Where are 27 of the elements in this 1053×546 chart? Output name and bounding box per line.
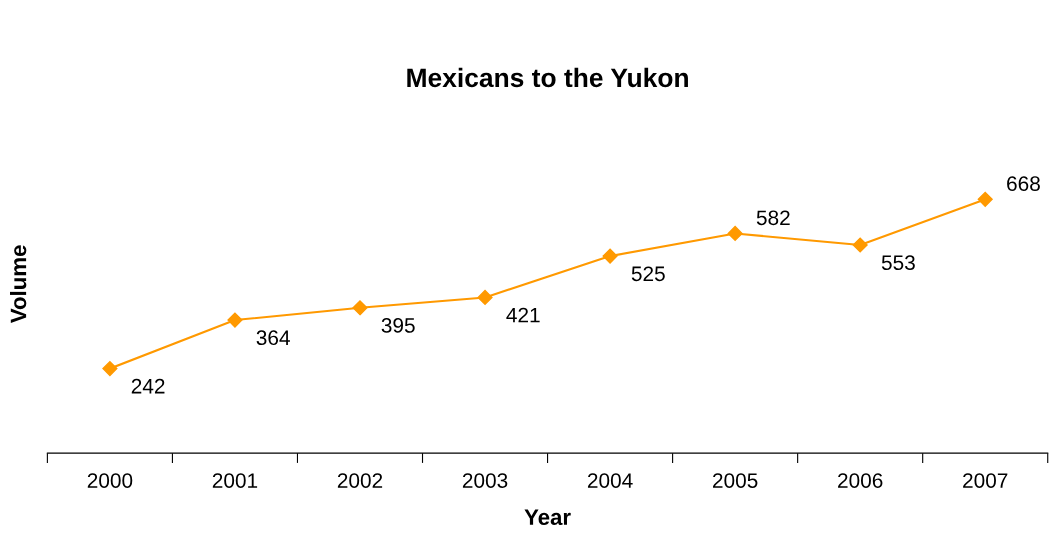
point [977,191,993,207]
x-tick-label: 2004 [587,473,633,488]
data-label: 364 [256,330,290,346]
point [852,237,868,253]
data-label: 553 [881,255,915,271]
point [227,312,243,328]
point [727,225,743,242]
data-label: 395 [381,318,415,333]
y-axis-title: Volume [10,245,27,324]
data-label: 525 [631,266,665,282]
point [477,289,493,305]
point [102,360,118,377]
data-label: 242 [131,378,165,394]
chart-title: Mexicans to the Yukon [407,67,688,88]
point [602,248,618,264]
x-tick-label: 2005 [713,473,758,488]
data-label: 421 [506,307,540,323]
x-tick-label: 2006 [838,473,883,488]
x-tick-label: 2003 [462,473,508,488]
point [352,300,368,316]
x-tick-label: 2001 [212,473,258,488]
x-tick-label: 2000 [87,473,133,488]
data-label: 582 [756,210,790,226]
x-tick-label: 2007 [963,473,1008,488]
x-tick-label: 2002 [337,473,383,488]
data-label: 668 [1007,176,1040,191]
x-axis-title: Year [524,509,571,526]
